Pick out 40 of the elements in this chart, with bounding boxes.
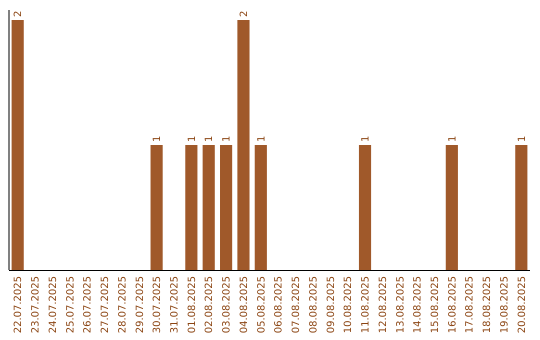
x-tick-label: 27.07.2025	[100, 276, 112, 334]
x-tick-label: 26.07.2025	[82, 276, 94, 334]
data-label: 1	[447, 136, 458, 142]
x-tick-label: 14.08.2025	[412, 276, 424, 334]
x-tick-label: 02.08.2025	[204, 276, 216, 334]
x-tick-label: 18.08.2025	[482, 276, 494, 334]
x-tick-label: 29.07.2025	[134, 276, 146, 334]
data-label: 2	[238, 10, 250, 17]
x-tick-label: 03.08.2025	[222, 276, 233, 334]
x-tick-label: 04.08.2025	[238, 276, 250, 334]
x-tick-label: 07.08.2025	[291, 276, 302, 334]
data-label: 1	[360, 136, 372, 142]
data-label: 1	[256, 136, 268, 142]
data-label: 1	[204, 136, 216, 142]
x-tick-label: 25.07.2025	[65, 276, 76, 334]
x-tick-label: 28.07.2025	[117, 276, 128, 334]
x-tick-label: 11.08.2025	[360, 276, 372, 334]
x-tick-label: 06.08.2025	[274, 276, 285, 334]
x-tick-label: 15.08.2025	[430, 276, 441, 334]
x-tick-label: 01.08.2025	[186, 276, 198, 334]
data-label: 1	[516, 136, 528, 142]
x-tick-label: 08.08.2025	[308, 276, 320, 334]
x-tick-label: 10.08.2025	[343, 276, 354, 334]
x-tick-label: 12.08.2025	[378, 276, 389, 334]
data-label: 1	[152, 136, 164, 142]
x-tick-label: 16.08.2025	[447, 276, 458, 334]
x-tick-label: 30.07.2025	[152, 276, 164, 334]
x-tick-label: 20.08.2025	[516, 276, 528, 334]
data-label: 1	[186, 136, 198, 142]
x-tick-label: 23.07.2025	[30, 276, 42, 334]
x-tick-label: 13.08.2025	[395, 276, 406, 334]
data-label: 1	[222, 136, 233, 142]
x-tick-label: 31.07.2025	[169, 276, 180, 334]
data-label: 2	[13, 10, 24, 17]
x-tick-label: 24.07.2025	[48, 276, 59, 334]
x-tick-label: 09.08.2025	[326, 276, 337, 334]
x-tick-label: 19.08.2025	[499, 276, 510, 334]
x-tick-label: 17.08.2025	[464, 276, 476, 334]
x-tick-label: 22.07.2025	[13, 276, 24, 334]
x-tick-label: 05.08.2025	[256, 276, 268, 334]
